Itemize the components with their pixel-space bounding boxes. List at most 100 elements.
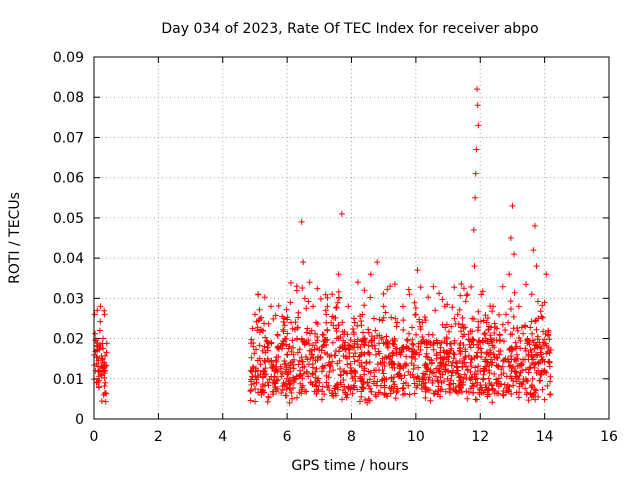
data-point xyxy=(392,315,399,322)
data-point xyxy=(534,298,541,305)
data-point xyxy=(519,356,526,363)
data-point xyxy=(374,361,381,368)
data-point xyxy=(280,328,287,335)
data-point xyxy=(516,389,523,396)
data-point xyxy=(260,373,267,380)
data-point xyxy=(434,377,441,384)
data-point xyxy=(377,389,384,396)
data-point xyxy=(410,374,417,381)
data-point xyxy=(456,373,463,380)
data-point xyxy=(453,388,460,395)
data-point xyxy=(333,328,340,335)
data-point xyxy=(452,359,459,366)
data-point xyxy=(423,353,430,360)
data-point xyxy=(481,330,488,337)
data-point xyxy=(337,344,344,351)
data-point xyxy=(420,380,427,387)
data-point xyxy=(406,291,413,298)
data-point xyxy=(288,348,295,355)
data-point xyxy=(439,356,446,363)
data-point xyxy=(300,259,307,266)
data-point xyxy=(368,337,375,344)
data-point xyxy=(473,375,480,382)
data-point xyxy=(473,371,480,378)
data-point xyxy=(480,375,487,382)
data-point xyxy=(528,291,535,298)
data-point xyxy=(427,368,434,375)
data-point xyxy=(535,393,542,400)
data-point xyxy=(308,351,315,358)
data-point xyxy=(368,337,375,344)
data-point xyxy=(470,226,477,233)
data-point xyxy=(390,378,397,385)
data-point xyxy=(94,379,101,386)
data-point xyxy=(475,338,482,345)
data-point xyxy=(285,369,292,376)
data-point xyxy=(468,356,475,363)
data-point xyxy=(378,336,385,343)
data-point xyxy=(281,322,288,329)
data-point xyxy=(515,303,522,310)
x-tick-label: 4 xyxy=(218,429,227,445)
data-point xyxy=(310,354,317,361)
data-point xyxy=(379,317,386,324)
data-point xyxy=(361,342,368,349)
data-point xyxy=(269,379,276,386)
data-point xyxy=(436,290,443,297)
data-point xyxy=(485,326,492,333)
data-point xyxy=(271,373,278,380)
data-point xyxy=(506,271,513,278)
data-point xyxy=(432,373,439,380)
data-point xyxy=(531,364,538,371)
data-point xyxy=(407,371,414,378)
data-point xyxy=(519,381,526,388)
data-point xyxy=(427,341,434,348)
data-point xyxy=(255,291,262,298)
data-point xyxy=(283,364,290,371)
data-point xyxy=(454,360,461,367)
data-point xyxy=(391,381,398,388)
data-point xyxy=(460,325,467,332)
data-point xyxy=(275,353,282,360)
data-point xyxy=(259,327,266,334)
data-point xyxy=(456,345,463,352)
data-point xyxy=(464,367,471,374)
data-point xyxy=(423,344,430,351)
data-point xyxy=(358,388,365,395)
data-point xyxy=(533,317,540,324)
data-point xyxy=(256,329,263,336)
data-point xyxy=(405,286,412,293)
data-point xyxy=(360,329,367,336)
data-point xyxy=(311,346,318,353)
data-point xyxy=(448,372,455,379)
data-point xyxy=(375,348,382,355)
data-point xyxy=(350,353,357,360)
data-point xyxy=(437,362,444,369)
data-point xyxy=(349,390,356,397)
data-point xyxy=(403,336,410,343)
data-point xyxy=(533,263,540,270)
data-point xyxy=(517,345,524,352)
data-point xyxy=(309,342,316,349)
data-point xyxy=(469,374,476,381)
data-point xyxy=(394,388,401,395)
data-point xyxy=(465,389,472,396)
data-point xyxy=(354,386,361,393)
y-axis-label: ROTI / TECUs xyxy=(7,192,23,284)
data-point xyxy=(541,396,548,403)
data-point xyxy=(474,353,481,360)
data-point xyxy=(442,388,449,395)
data-point xyxy=(283,306,290,313)
data-point xyxy=(328,352,335,359)
tick-labels: 0 2 4 6 8 10 12 14 16 0 0.01 0.02 0.03 0.04 0.05 0.06 0.… xyxy=(53,50,618,445)
data-point xyxy=(508,375,515,382)
x-tick-label: 12 xyxy=(471,429,489,445)
data-point xyxy=(349,326,356,333)
data-point xyxy=(547,378,554,385)
data-point xyxy=(530,339,537,346)
data-point xyxy=(97,318,104,325)
data-point xyxy=(523,391,530,398)
data-point xyxy=(337,372,344,379)
data-point xyxy=(376,316,383,323)
data-point xyxy=(469,328,476,335)
